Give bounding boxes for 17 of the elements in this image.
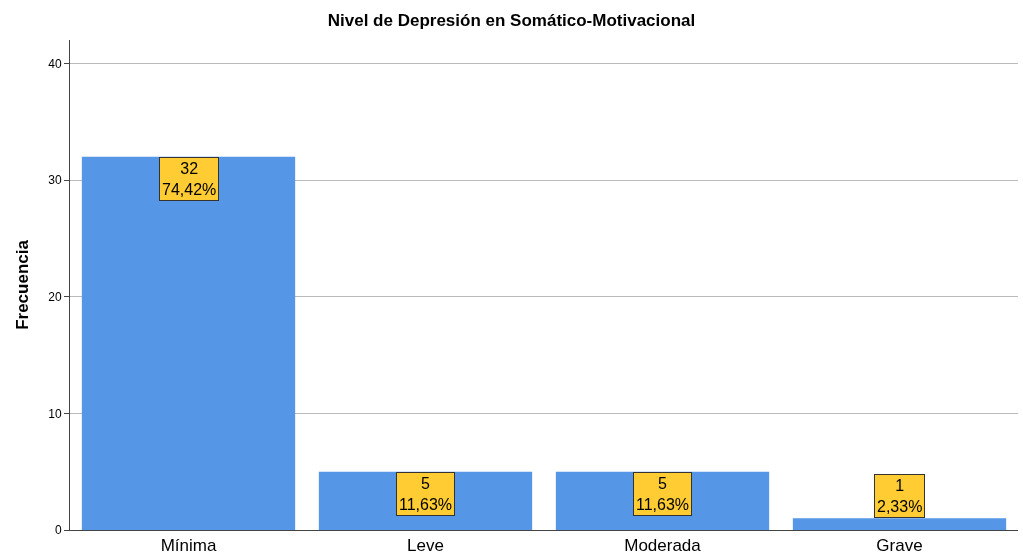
y-tick-label: 30 xyxy=(48,173,62,188)
x-tick-label: Leve xyxy=(407,536,444,556)
y-tick-label: 10 xyxy=(48,406,62,421)
y-axis-title: Frecuencia xyxy=(12,239,32,330)
chart-title: Nivel de Depresión en Somático-Motivacional xyxy=(327,10,696,30)
x-tick-label: Moderada xyxy=(624,536,702,556)
x-tick-label: Mínima xyxy=(160,536,217,556)
x-tick-label: Grave xyxy=(876,536,923,556)
data-label: 5 11,63% xyxy=(636,475,690,513)
data-label: 32 74,42% xyxy=(162,160,217,198)
y-tick-label: 20 xyxy=(48,289,62,304)
bar xyxy=(81,156,296,530)
bar xyxy=(792,518,1007,530)
data-label: 5 11,63% xyxy=(399,475,453,513)
data-label: 1 2,33% xyxy=(877,477,923,515)
y-tick-label: 0 xyxy=(54,523,62,538)
y-tick-label: 40 xyxy=(48,56,62,71)
